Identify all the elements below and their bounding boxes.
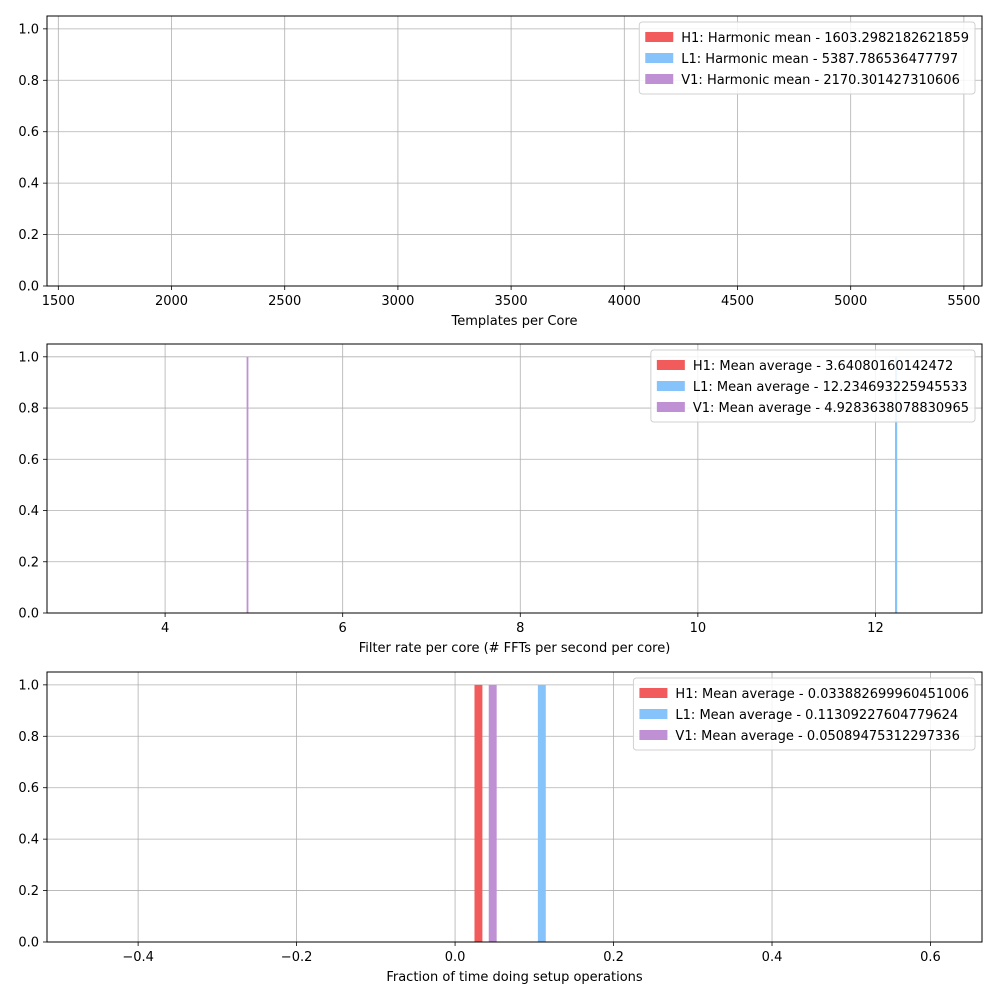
subplot-1: 1500 2000 2500 3000 3500 4000 4500 5000 5500 0.0 0…: [18, 15, 983, 329]
subplot-2: 4 6 8 10 12 0.0 0.2 0.4 0.6 0.8 1.0 Filter rate per…: [18, 343, 983, 656]
x-tick-label: 1500: [42, 294, 75, 309]
y-tick-label: 0.0: [18, 607, 39, 622]
x-tick-label: 2000: [155, 294, 188, 309]
legend-entry-label: V1: Harmonic mean - 2170.301427310606: [681, 73, 960, 88]
axes-frame: [46, 15, 983, 287]
x-tick-label: 10: [690, 621, 707, 636]
legend-entry-label: H1: Mean average - 0.033882699960451006: [675, 687, 969, 702]
legend-entry-label: L1: Harmonic mean - 5387.786536477797: [681, 52, 958, 67]
legend-box: [650, 349, 976, 423]
histogram-bar: [894, 356, 898, 613]
legend: H1: Mean average - 0.033882699960451006 L…: [632, 677, 976, 751]
legend-entry-label: H1: Mean average - 3.64080160142472: [693, 359, 953, 374]
y-tick-label: 0.4: [18, 504, 39, 519]
x-tick-label: 3500: [495, 294, 528, 309]
x-tick-label: 5500: [947, 294, 980, 309]
y-tick-label: 0.4: [18, 177, 39, 192]
x-tick-label: 4000: [608, 294, 641, 309]
legend-entry-label: V1: Mean average - 4.9283638078830965: [693, 401, 969, 416]
y-tick-label: 0.8: [18, 74, 39, 89]
x-axis-label: Templates per Core: [450, 314, 577, 329]
y-tick-label: 0.6: [18, 453, 39, 468]
y-tick-label: 0.0: [18, 936, 39, 951]
x-tick-label: 0.2: [603, 950, 624, 965]
x-axis-label: Filter rate per core (# FFTs per second …: [359, 641, 671, 656]
legend-swatch: [645, 32, 674, 42]
legend-box: [632, 677, 976, 751]
x-tick-label: 4: [161, 621, 169, 636]
x-tick-label: 0.6: [920, 950, 941, 965]
legend-swatch: [656, 360, 685, 370]
x-tick-label: 4500: [721, 294, 754, 309]
legend-entry-label: L1: Mean average - 12.234693225945533: [693, 380, 968, 395]
y-tick-label: 0.8: [18, 402, 39, 417]
y-tick-label: 0.2: [18, 228, 39, 243]
y-tick-label: 0.8: [18, 730, 39, 745]
histogram-bar: [488, 684, 497, 942]
axes-frame: [46, 343, 983, 614]
x-tick-label: 5000: [834, 294, 867, 309]
y-tick-label: 0.2: [18, 555, 39, 570]
legend-swatch: [639, 688, 668, 698]
x-tick-label: 12: [867, 621, 884, 636]
y-tick-label: 0.6: [18, 125, 39, 140]
histogram-bar: [537, 684, 546, 942]
legend-entry-label: L1: Mean average - 0.11309227604779624: [675, 708, 958, 723]
x-tick-label: 3000: [381, 294, 414, 309]
x-tick-label: −0.4: [122, 950, 154, 965]
legend-swatch: [656, 402, 685, 412]
y-tick-label: 1.0: [18, 22, 39, 37]
x-tick-label: −0.2: [281, 950, 313, 965]
x-tick-label: 8: [516, 621, 524, 636]
y-tick-label: 1.0: [18, 678, 39, 693]
subplot-3: −0.4 −0.2 0.0 0.2 0.4 0.6 0.0 0.2 0.4 0.6 0.8 1.0 Fr…: [18, 671, 983, 985]
x-tick-label: 0.4: [762, 950, 783, 965]
legend-entry-label: H1: Harmonic mean - 1603.2982182621859: [681, 31, 969, 46]
axes-frame: [46, 671, 983, 943]
y-tick-label: 1.0: [18, 350, 39, 365]
legend-swatch: [639, 730, 668, 740]
y-tick-label: 0.0: [18, 280, 39, 295]
legend-box: [638, 21, 976, 95]
histogram-bar: [474, 684, 483, 942]
y-tick-label: 0.4: [18, 833, 39, 848]
legend-entry-label: V1: Mean average - 0.05089475312297336: [675, 729, 959, 744]
histogram-bar: [246, 356, 249, 613]
legend-swatch: [645, 74, 674, 84]
x-tick-label: 0.0: [445, 950, 466, 965]
x-tick-label: 6: [339, 621, 347, 636]
legend: H1: Mean average - 3.64080160142472 L1: M…: [650, 349, 976, 423]
legend-swatch: [645, 53, 674, 63]
x-axis-label: Fraction of time doing setup operations: [386, 970, 643, 985]
x-tick-label: 2500: [268, 294, 301, 309]
y-tick-label: 0.2: [18, 884, 39, 899]
legend: H1: Harmonic mean - 1603.2982182621859 L1…: [638, 21, 976, 95]
legend-swatch: [639, 709, 668, 719]
y-tick-label: 0.6: [18, 781, 39, 796]
legend-swatch: [656, 381, 685, 391]
